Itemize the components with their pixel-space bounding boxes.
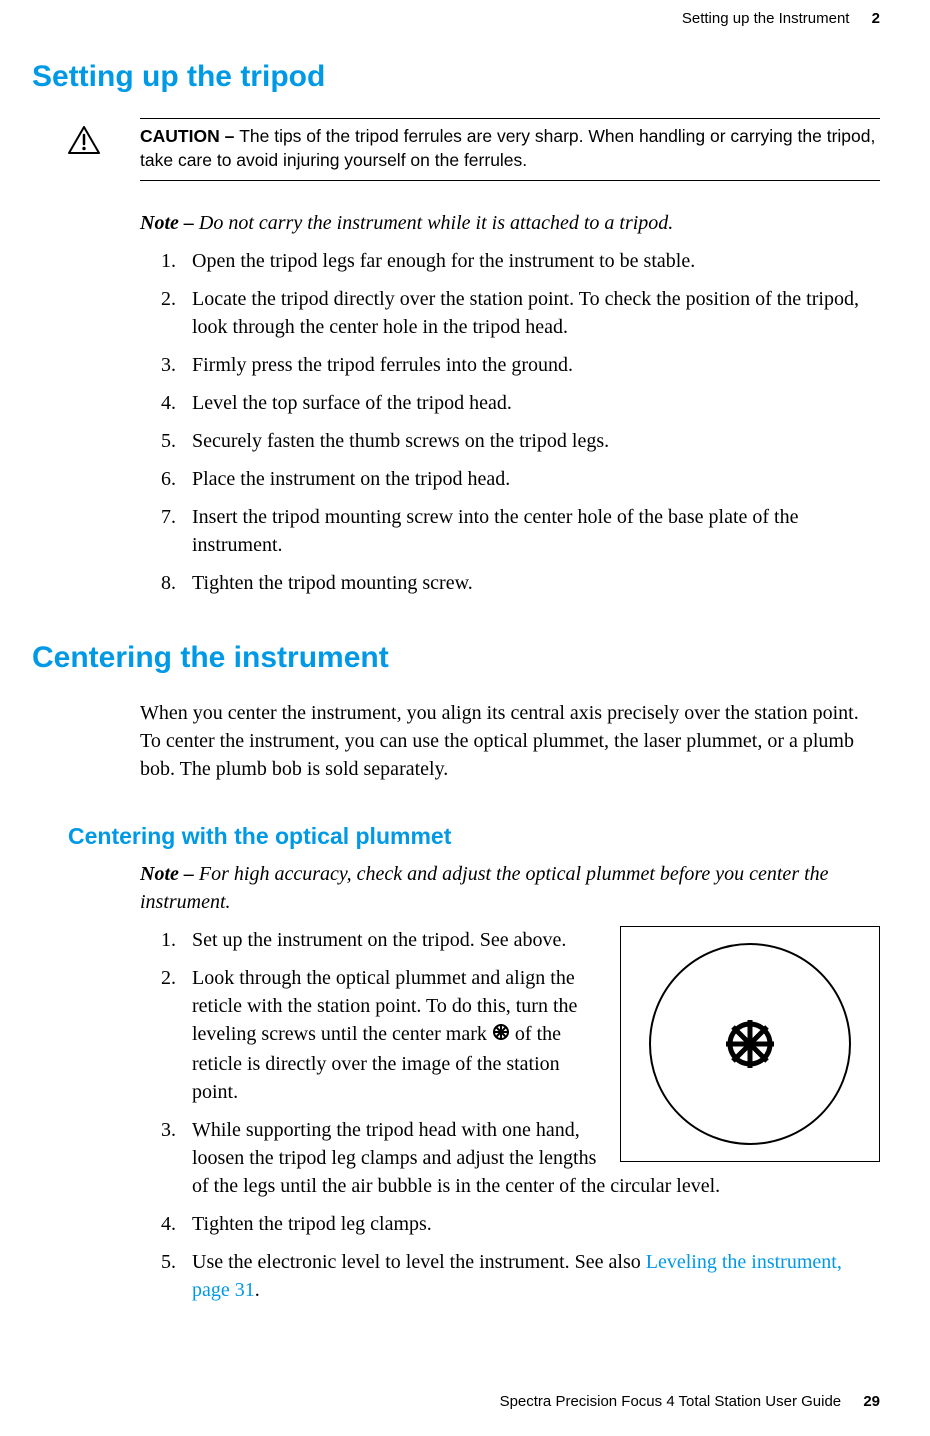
caution-rule-bottom [140, 180, 880, 181]
tripod-steps: Open the tripod legs far enough for the … [140, 247, 880, 597]
list-item: Use the electronic level to level the in… [176, 1248, 880, 1304]
subsection-heading-optical-plummet: Centering with the optical plummet [68, 823, 880, 850]
note-label: Note – [140, 863, 199, 885]
chapter-title: Setting up the Instrument [682, 10, 850, 27]
list-item: Open the tripod legs far enough for the … [176, 247, 880, 275]
section-heading-centering: Centering the instrument [32, 641, 880, 675]
step-text-pre: Use the electronic level to level the in… [192, 1251, 646, 1273]
centering-intro-text: When you center the instrument, you alig… [140, 699, 880, 783]
list-item: While supporting the tripod head with on… [176, 1116, 880, 1200]
caution-icon [68, 126, 100, 159]
list-item: Tighten the tripod mounting screw. [176, 569, 880, 597]
chapter-number: 2 [872, 10, 880, 27]
step-text-post: . [255, 1279, 260, 1301]
list-item: Securely fasten the thumb screws on the … [176, 427, 880, 455]
center-mark-icon [492, 1021, 510, 1049]
caution-body: CAUTION – The tips of the tripod ferrule… [140, 119, 880, 180]
list-item: Firmly press the tripod ferrules into th… [176, 351, 880, 379]
note-tripod: Note – Do not carry the instrument while… [140, 209, 880, 237]
list-item: Level the top surface of the tripod head… [176, 389, 880, 417]
list-item: Tighten the tripod leg clamps. [176, 1210, 880, 1238]
page-number: 29 [863, 1393, 880, 1410]
list-item: Look through the optical plummet and ali… [176, 964, 880, 1105]
content-area: Setting up the tripod CAUTION – The tips… [32, 60, 880, 1314]
running-header: Setting up the Instrument 2 [682, 10, 880, 27]
section1-body: Note – Do not carry the instrument while… [140, 209, 880, 597]
section2-sub-body: Note – For high accuracy, check and adju… [140, 860, 880, 1313]
section2-intro: When you center the instrument, you alig… [140, 699, 880, 783]
list-item: Set up the instrument on the tripod. See… [176, 926, 880, 954]
plummet-steps: Set up the instrument on the tripod. See… [140, 926, 880, 1303]
note-label: Note – [140, 212, 199, 234]
note-text: For high accuracy, check and adjust the … [140, 863, 829, 913]
caution-message: The tips of the tripod ferrules are very… [140, 126, 875, 170]
running-footer: Spectra Precision Focus 4 Total Station … [500, 1393, 880, 1410]
list-item: Insert the tripod mounting screw into th… [176, 503, 880, 559]
guide-title: Spectra Precision Focus 4 Total Station … [500, 1393, 842, 1410]
list-item: Locate the tripod directly over the stat… [176, 285, 880, 341]
caution-label: CAUTION – [140, 126, 239, 146]
caution-text: CAUTION – The tips of the tripod ferrule… [140, 125, 880, 172]
list-item: Place the instrument on the tripod head. [176, 465, 880, 493]
section-heading-tripod: Setting up the tripod [32, 60, 880, 94]
note-plummet: Note – For high accuracy, check and adju… [140, 860, 880, 916]
note-text: Do not carry the instrument while it is … [199, 212, 673, 234]
page: Setting up the Instrument 2 Setting up t… [0, 0, 930, 1436]
caution-block: CAUTION – The tips of the tripod ferrule… [140, 118, 880, 181]
